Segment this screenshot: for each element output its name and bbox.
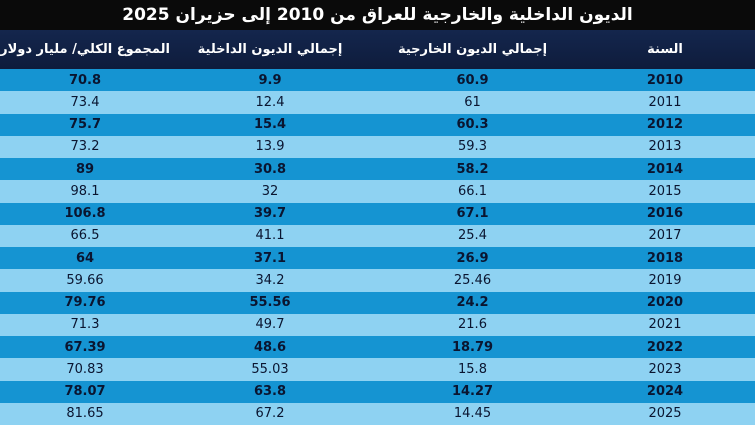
cell-year: 2011 xyxy=(648,94,682,110)
cell-year: 2010 xyxy=(646,72,684,88)
table-row: 106.8 39.7 67.1 2016 xyxy=(0,202,755,225)
cell-domestic: 48.6 xyxy=(253,339,287,355)
table-row: 67.39 48.6 18.79 2022 xyxy=(0,336,755,359)
cell-domestic: 63.8 xyxy=(253,384,287,400)
cell-external: 60.3 xyxy=(456,117,489,133)
cell-year: 2014 xyxy=(646,161,684,177)
table-row: 70.83 55.03 15.8 2023 xyxy=(0,358,755,381)
cell-domestic: 55.03 xyxy=(251,361,289,377)
cell-year: 2016 xyxy=(646,206,684,222)
table-row: 78.07 63.8 14.27 2024 xyxy=(0,380,755,403)
cell-year: 2013 xyxy=(648,139,682,155)
cell-year: 2023 xyxy=(648,361,682,377)
table-body: 70.8 9.9 60.9 2010 73.4 12.4 61 2011 75.7 15.4 60.… xyxy=(0,69,755,425)
cell-total: 66.5 xyxy=(70,228,100,244)
table-row: 71.3 49.7 21.6 2021 xyxy=(0,313,755,336)
cell-external: 60.9 xyxy=(456,72,489,88)
cell-domestic: 67.2 xyxy=(255,406,285,422)
header-external-debt: إجمالي الديون الخارجية xyxy=(397,42,548,57)
cell-year: 2019 xyxy=(648,272,682,288)
table-title: الديون الداخلية والخارجية للعراق من 2010… xyxy=(0,0,755,30)
cell-year: 2012 xyxy=(646,117,684,133)
header-domestic-debt: إجمالي الديون الداخلية xyxy=(197,42,343,57)
cell-total: 106.8 xyxy=(64,206,106,222)
cell-external: 14.45 xyxy=(453,406,492,422)
cell-domestic: 41.1 xyxy=(255,228,285,244)
cell-total: 89 xyxy=(75,161,95,177)
cell-total: 64 xyxy=(75,250,95,266)
cell-external: 24.2 xyxy=(456,295,489,311)
cell-external: 25.4 xyxy=(458,228,487,244)
cell-external: 25.46 xyxy=(453,272,492,288)
cell-external: 21.6 xyxy=(458,317,487,333)
cell-total: 81.65 xyxy=(66,406,104,422)
cell-year: 2025 xyxy=(648,406,682,422)
cell-external: 59.3 xyxy=(458,139,487,155)
cell-year: 2015 xyxy=(648,183,682,199)
cell-total: 78.07 xyxy=(64,384,106,400)
table-row: 70.8 9.9 60.9 2010 xyxy=(0,69,755,92)
cell-total: 79.76 xyxy=(64,295,106,311)
table-row: 98.1 32 66.1 2015 xyxy=(0,180,755,203)
cell-domestic: 32 xyxy=(261,183,279,199)
table-row: 79.76 55.56 24.2 2020 xyxy=(0,291,755,314)
table-row: 66.5 41.1 25.4 2017 xyxy=(0,224,755,247)
cell-total: 75.7 xyxy=(68,117,102,133)
cell-external: 66.1 xyxy=(458,183,487,199)
cell-domestic: 30.8 xyxy=(253,161,287,177)
table-row: 73.4 12.4 61 2011 xyxy=(0,91,755,114)
cell-total: 70.83 xyxy=(66,361,104,377)
cell-domestic: 9.9 xyxy=(258,72,282,88)
cell-external: 26.9 xyxy=(456,250,489,266)
cell-total: 59.66 xyxy=(66,272,104,288)
cell-domestic: 37.1 xyxy=(253,250,287,266)
cell-year: 2020 xyxy=(646,295,684,311)
header-total-debt: المجموع الكلي/ مليار دولار xyxy=(0,42,170,57)
cell-total: 71.3 xyxy=(70,317,100,333)
cell-total: 73.2 xyxy=(70,139,100,155)
cell-year: 2021 xyxy=(648,317,682,333)
cell-domestic: 12.4 xyxy=(255,94,285,110)
cell-domestic: 13.9 xyxy=(255,139,285,155)
cell-total: 67.39 xyxy=(64,339,106,355)
cell-domestic: 55.56 xyxy=(249,295,291,311)
cell-external: 58.2 xyxy=(456,161,489,177)
cell-total: 98.1 xyxy=(70,183,100,199)
cell-total: 73.4 xyxy=(70,94,100,110)
cell-year: 2024 xyxy=(646,384,684,400)
table-row: 81.65 67.2 14.45 2025 xyxy=(0,402,755,425)
cell-external: 18.79 xyxy=(451,339,494,355)
cell-year: 2018 xyxy=(646,250,684,266)
table-row: 59.66 34.2 25.46 2019 xyxy=(0,269,755,292)
table-row: 75.7 15.4 60.3 2012 xyxy=(0,113,755,136)
cell-external: 14.27 xyxy=(451,384,494,400)
cell-domestic: 15.4 xyxy=(253,117,287,133)
cell-domestic: 34.2 xyxy=(255,272,285,288)
cell-domestic: 39.7 xyxy=(253,206,287,222)
cell-year: 2017 xyxy=(648,228,682,244)
cell-external: 67.1 xyxy=(456,206,489,222)
table-header: السنة إجمالي الديون الخارجية إجمالي الدي… xyxy=(0,30,755,69)
cell-total: 70.8 xyxy=(68,72,102,88)
table-row: 73.2 13.9 59.3 2013 xyxy=(0,135,755,158)
table-row: 89 30.8 58.2 2014 xyxy=(0,158,755,181)
cell-year: 2022 xyxy=(646,339,684,355)
table-row: 64 37.1 26.9 2018 xyxy=(0,247,755,270)
header-year: السنة xyxy=(647,42,683,57)
cell-external: 15.8 xyxy=(458,361,487,377)
cell-external: 61 xyxy=(464,94,481,110)
cell-domestic: 49.7 xyxy=(255,317,285,333)
